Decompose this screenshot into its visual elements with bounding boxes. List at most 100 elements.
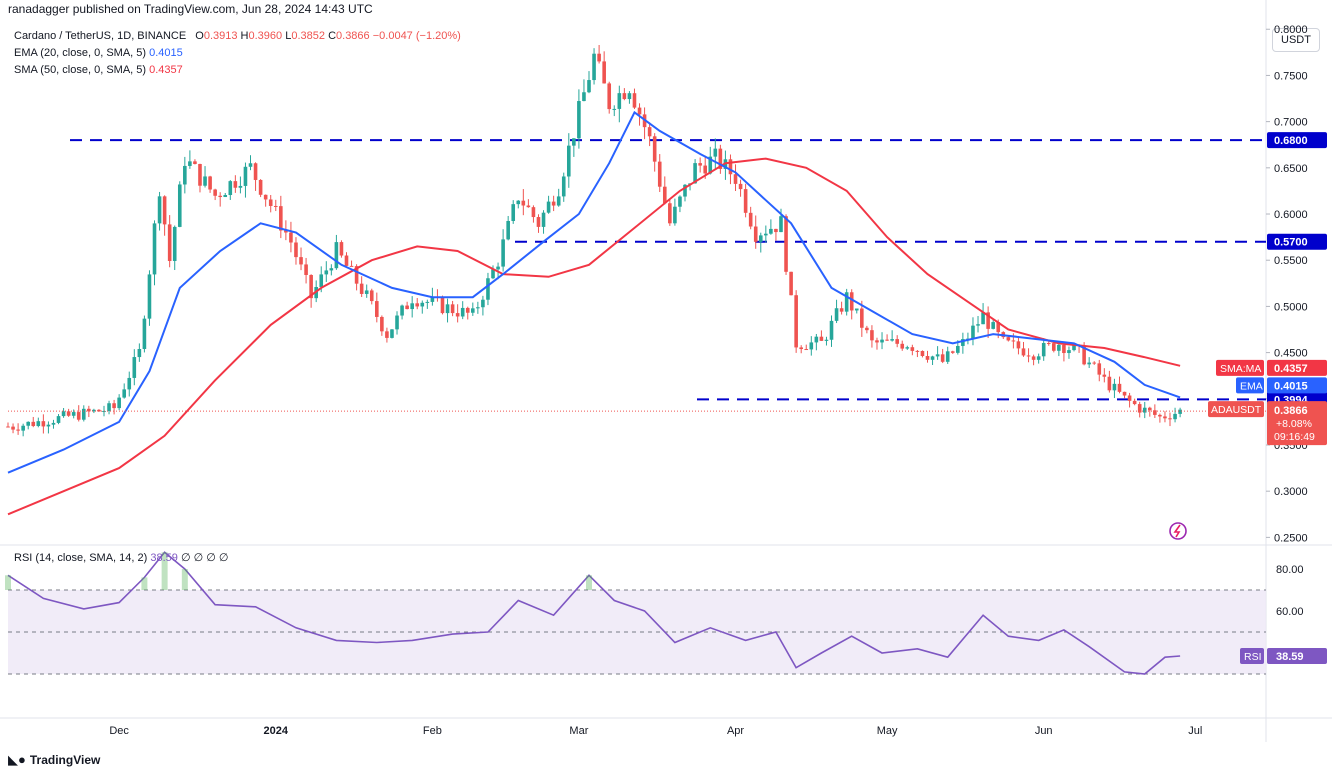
- candle-body: [880, 339, 884, 343]
- candle-body: [177, 184, 182, 227]
- flash-icon[interactable]: [1169, 522, 1187, 540]
- candle-body: [203, 176, 207, 186]
- ema-value-label: 0.4015: [1274, 380, 1308, 392]
- chart-legend: Cardano / TetherUS, 1D, BINANCE O0.3913 …: [14, 28, 461, 79]
- candle-body: [460, 307, 465, 317]
- low-label: L: [285, 30, 292, 42]
- symbol-row: Cardano / TetherUS, 1D, BINANCE O0.3913 …: [14, 28, 461, 45]
- candle-body: [319, 274, 324, 288]
- time-tick-label: Feb: [423, 725, 442, 737]
- currency-button[interactable]: USDT: [1272, 28, 1320, 52]
- sma-value-tag: [1267, 359, 1327, 376]
- candle-body: [425, 301, 430, 303]
- candle-body: [248, 163, 253, 167]
- candle-body: [294, 242, 298, 258]
- ema-row[interactable]: EMA (20, close, 0, SMA, 5) 0.4015: [14, 45, 461, 62]
- candle-body: [556, 196, 561, 206]
- candle-body: [193, 161, 197, 164]
- candle-body: [238, 185, 243, 188]
- candle-body: [814, 336, 819, 343]
- candle-body: [21, 425, 25, 431]
- candle-body: [1092, 362, 1097, 364]
- candle-body: [380, 316, 384, 332]
- candle-body: [561, 176, 566, 197]
- candle-body: [769, 228, 773, 234]
- candle-body: [996, 322, 1001, 333]
- candle-body: [385, 331, 389, 338]
- price-chart[interactable]: 0.25000.30000.35000.40000.45000.50000.55…: [0, 0, 1332, 748]
- candle-body: [183, 165, 187, 185]
- candle-body: [41, 421, 46, 427]
- candle-body: [26, 421, 31, 426]
- candle-body: [582, 92, 586, 102]
- price-tick-label: 0.2500: [1274, 532, 1308, 544]
- candle-body: [986, 312, 990, 329]
- candle-body: [31, 421, 36, 427]
- candle-body: [1021, 348, 1026, 356]
- candle-body: [491, 269, 495, 279]
- tradingview-logo-icon: ◣●: [8, 752, 26, 767]
- sma-row[interactable]: SMA (50, close, 0, SMA, 5) 0.4357: [14, 62, 461, 79]
- candle-body: [117, 397, 121, 409]
- price-tick-label: 0.6500: [1274, 163, 1308, 175]
- candle-body: [268, 199, 273, 206]
- candle-body: [566, 145, 571, 177]
- candle-body: [198, 163, 202, 186]
- candle-body: [1052, 343, 1056, 351]
- candle-body: [981, 312, 985, 325]
- price-tick-label: 0.5500: [1274, 255, 1308, 267]
- candle-body: [324, 270, 329, 275]
- candle-body: [819, 336, 824, 341]
- candle-body: [733, 174, 738, 184]
- symbol-name-tag: [1208, 401, 1264, 418]
- candle-body: [976, 324, 980, 326]
- current-price-tag: [1267, 401, 1327, 446]
- candle-body: [526, 205, 531, 208]
- symbol-name[interactable]: Cardano / TetherUS, 1D, BINANCE: [14, 30, 187, 42]
- time-tick-label: May: [877, 725, 898, 737]
- candle-body: [804, 349, 809, 351]
- candle-body: [956, 345, 960, 353]
- candle-body: [971, 325, 975, 339]
- candle-body: [587, 80, 591, 93]
- candle-body: [137, 349, 142, 358]
- candle-body: [1107, 376, 1112, 391]
- candle-body: [1057, 344, 1061, 351]
- candle-body: [753, 226, 758, 242]
- candle-body: [1011, 340, 1016, 342]
- candle-body: [1036, 356, 1041, 360]
- candle-body: [945, 351, 950, 362]
- candle-body: [273, 205, 278, 207]
- candle-body: [11, 426, 15, 430]
- level-price-label: 0.5700: [1274, 237, 1308, 249]
- sma-value: 0.4357: [149, 64, 183, 76]
- current-change-label: +8.08%: [1276, 418, 1312, 430]
- rsi-label: RSI (14, close, SMA, 14, 2): [14, 552, 148, 564]
- candle-body: [612, 108, 617, 110]
- candle-body: [950, 351, 955, 353]
- rsi-value: 38.59: [150, 552, 178, 564]
- candle-body: [66, 411, 71, 416]
- candle-body: [152, 223, 157, 275]
- candle-body: [713, 148, 718, 157]
- close-value: 0.3866: [336, 30, 370, 42]
- ema-value: 0.4015: [149, 47, 183, 59]
- candle-body: [794, 295, 798, 348]
- rsi-name-label: RSI: [1244, 651, 1262, 663]
- candle-body: [253, 163, 258, 180]
- rsi-legend[interactable]: RSI (14, close, SMA, 14, 2) 38.59 ∅ ∅ ∅ …: [14, 551, 228, 564]
- candle-body: [375, 301, 379, 317]
- candle-body: [875, 340, 879, 343]
- candle-body: [774, 228, 778, 233]
- candle-body: [208, 176, 212, 190]
- candle-body: [405, 305, 409, 310]
- candle-body: [410, 303, 414, 310]
- candle-body: [784, 216, 788, 272]
- candle-body: [915, 350, 920, 352]
- candle-body: [400, 305, 404, 316]
- candle-body: [147, 274, 152, 319]
- candle-body: [546, 201, 551, 213]
- tradingview-footer[interactable]: ◣● TradingView: [8, 752, 100, 768]
- candle-body: [1137, 404, 1142, 413]
- rsi-line: [7, 551, 1181, 675]
